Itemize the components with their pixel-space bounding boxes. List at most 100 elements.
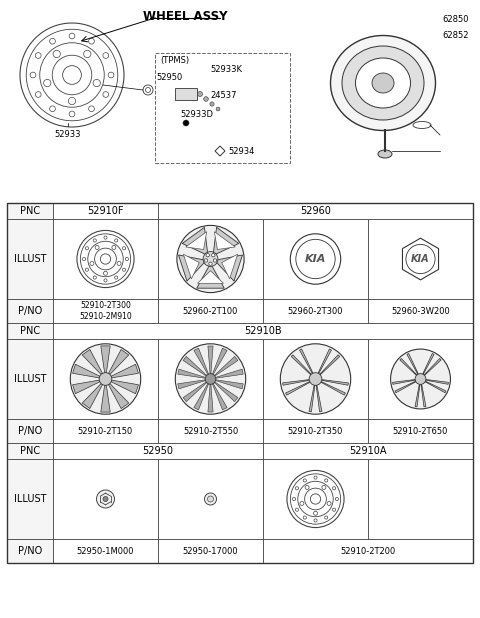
Text: P/NO: P/NO [18,306,42,316]
Bar [158,419,263,443]
Polygon shape [111,380,138,394]
Ellipse shape [342,46,424,120]
Bar [7,203,473,563]
Text: 52910-2T650: 52910-2T650 [393,426,448,436]
Circle shape [216,107,220,111]
Polygon shape [407,353,419,375]
Bar [7,323,53,339]
Circle shape [415,374,426,384]
Circle shape [204,259,208,262]
Bar [368,419,473,443]
Circle shape [206,253,209,257]
Text: 52910A: 52910A [349,446,387,456]
Text: 62852: 62852 [442,32,468,41]
Text: ILLUST: ILLUST [14,374,46,384]
Polygon shape [283,379,309,385]
Polygon shape [183,254,199,279]
Polygon shape [213,227,239,255]
Bar [368,459,473,539]
Circle shape [206,255,215,263]
Text: 52933D: 52933D [180,110,213,119]
Circle shape [183,120,189,126]
Bar [7,443,53,459]
Polygon shape [215,255,242,281]
Text: PNC: PNC [20,326,40,336]
Text: 52960: 52960 [300,206,331,216]
Bar [263,299,368,323]
Bar [158,339,263,419]
Polygon shape [216,380,243,389]
Polygon shape [197,263,224,288]
Circle shape [204,493,216,505]
Polygon shape [101,385,110,412]
Polygon shape [316,385,322,412]
Bar [7,299,53,323]
Polygon shape [322,379,348,385]
Text: 24537: 24537 [210,91,237,101]
Polygon shape [214,232,235,250]
Ellipse shape [372,73,394,93]
Polygon shape [213,348,227,375]
Text: 52933: 52933 [55,130,81,139]
Text: WHEEL ASSY: WHEEL ASSY [143,10,227,23]
Text: 52950-1M000: 52950-1M000 [77,546,134,556]
Circle shape [70,344,141,414]
Polygon shape [183,382,207,402]
Polygon shape [415,384,420,407]
Polygon shape [108,384,129,408]
Polygon shape [309,385,315,412]
Circle shape [205,374,216,384]
Polygon shape [286,381,310,395]
Bar [263,459,368,539]
Bar [368,299,473,323]
Polygon shape [108,349,129,375]
Polygon shape [194,384,209,410]
Text: 52910B: 52910B [244,326,282,336]
Bar [53,539,158,563]
Text: 52910-2T150: 52910-2T150 [78,426,133,436]
Text: PNC: PNC [20,446,40,456]
Polygon shape [402,238,439,280]
Circle shape [197,91,203,96]
Bar [7,459,53,539]
Text: 52910-2T200: 52910-2T200 [340,546,396,556]
Polygon shape [321,381,346,395]
Bar [7,539,53,563]
Circle shape [204,96,208,101]
Polygon shape [72,380,100,394]
Polygon shape [186,232,207,250]
Circle shape [213,259,216,262]
Text: 52960-3W200: 52960-3W200 [391,307,450,316]
Text: 52934: 52934 [228,146,254,156]
Text: ILLUST: ILLUST [14,254,46,264]
Text: P/NO: P/NO [18,546,42,556]
Bar [263,339,368,419]
Polygon shape [101,346,110,373]
Ellipse shape [378,150,392,158]
Polygon shape [291,355,312,375]
Circle shape [96,490,115,508]
Polygon shape [179,255,206,281]
Circle shape [103,496,108,502]
Circle shape [209,262,212,265]
Polygon shape [395,381,416,392]
Text: KIA: KIA [411,254,430,264]
Polygon shape [300,349,313,373]
Bar [158,539,263,563]
Circle shape [207,496,214,502]
Ellipse shape [331,35,435,130]
Bar [53,419,158,443]
Text: 52960-2T300: 52960-2T300 [288,307,343,316]
Text: 62850: 62850 [442,15,468,25]
Polygon shape [400,358,417,376]
Ellipse shape [356,58,410,108]
Circle shape [177,226,244,292]
Polygon shape [318,349,332,373]
Polygon shape [215,382,238,402]
Text: KIA: KIA [305,254,326,264]
Polygon shape [425,381,446,392]
Bar [158,203,473,219]
Bar [175,88,197,100]
Bar [53,299,158,323]
Polygon shape [178,380,205,389]
